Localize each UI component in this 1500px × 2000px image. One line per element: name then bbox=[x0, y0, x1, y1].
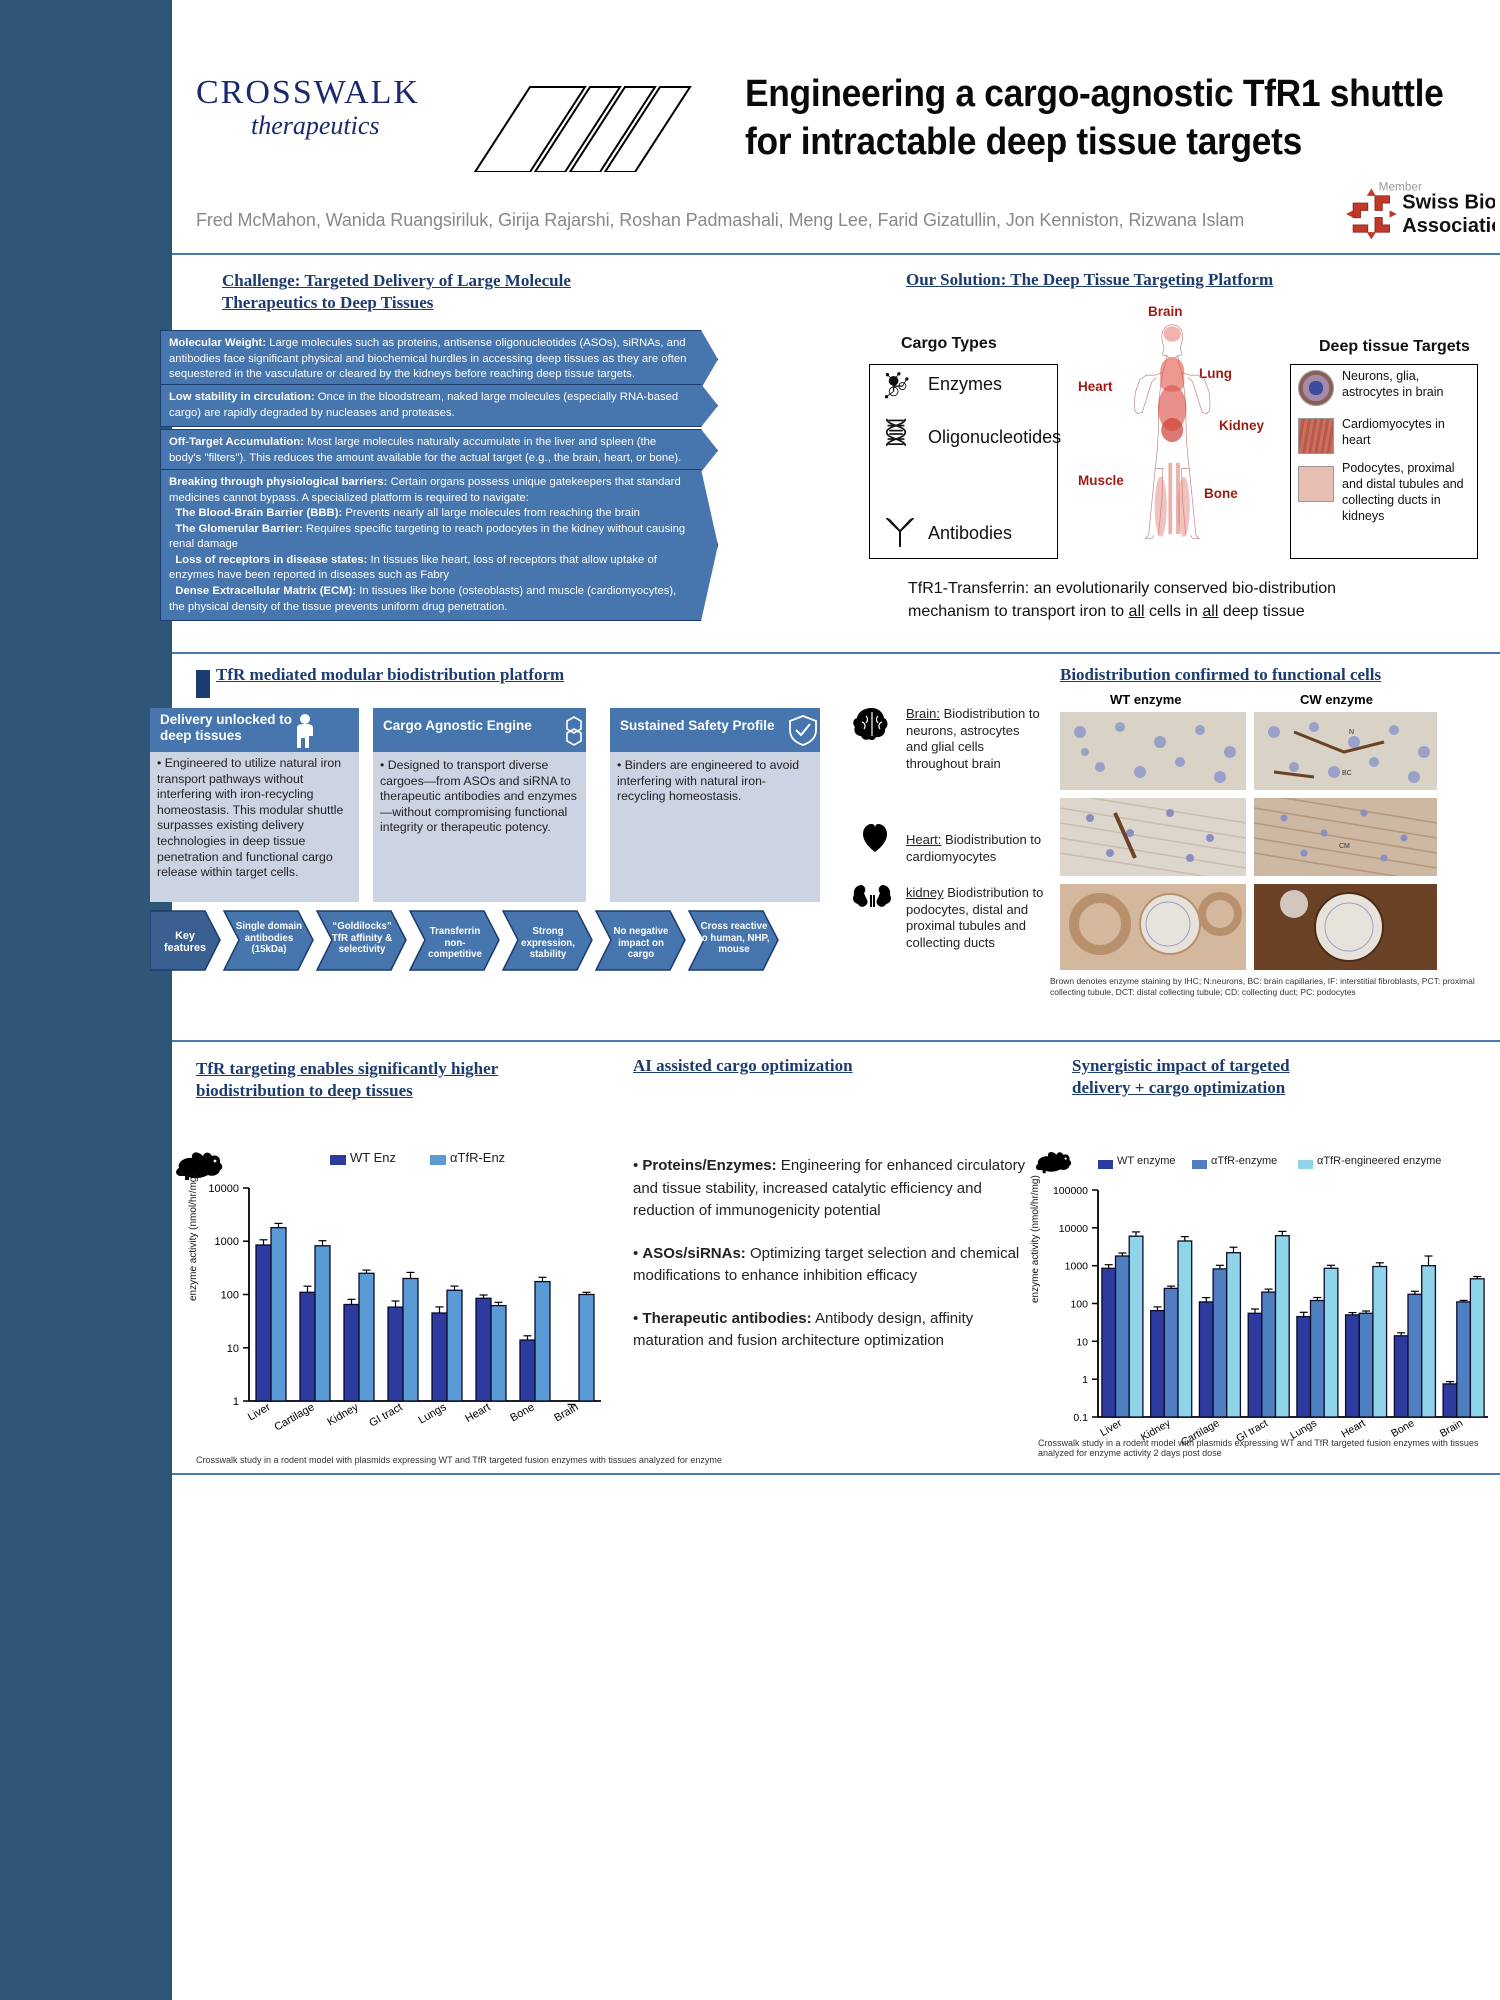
svg-text:Swiss Biotech: Swiss Biotech bbox=[1402, 192, 1495, 214]
svg-text:Liver: Liver bbox=[1098, 1417, 1124, 1439]
svg-text:10000: 10000 bbox=[1059, 1223, 1088, 1235]
svg-text:Heart: Heart bbox=[463, 1401, 492, 1425]
svg-text:N: N bbox=[1349, 729, 1354, 736]
svg-text:Brain: Brain bbox=[552, 1401, 580, 1424]
svg-text:Brain: Brain bbox=[1438, 1417, 1465, 1440]
svg-text:100: 100 bbox=[1070, 1299, 1088, 1311]
svg-text:Association: Association bbox=[1402, 215, 1495, 237]
svg-text:Lungs: Lungs bbox=[417, 1401, 449, 1427]
svg-text:10: 10 bbox=[1076, 1336, 1088, 1348]
svg-text:Bone: Bone bbox=[508, 1401, 536, 1424]
svg-text:1000: 1000 bbox=[1065, 1261, 1089, 1273]
svg-text:Kidney: Kidney bbox=[325, 1401, 361, 1428]
svg-text:100000: 100000 bbox=[1053, 1185, 1088, 1197]
svg-text:GI tract: GI tract bbox=[367, 1401, 404, 1429]
svg-text:0.1: 0.1 bbox=[1073, 1412, 1088, 1424]
svg-text:100: 100 bbox=[221, 1290, 239, 1302]
svg-text:BC: BC bbox=[1342, 770, 1352, 777]
svg-text:CM: CM bbox=[1339, 843, 1350, 850]
svg-text:Liver: Liver bbox=[246, 1401, 273, 1423]
svg-text:10000: 10000 bbox=[208, 1183, 239, 1195]
svg-text:Heart: Heart bbox=[1339, 1417, 1367, 1440]
svg-text:1000: 1000 bbox=[215, 1236, 239, 1248]
svg-text:Cartilage: Cartilage bbox=[272, 1401, 316, 1433]
svg-text:1: 1 bbox=[1082, 1374, 1088, 1386]
svg-text:10: 10 bbox=[227, 1343, 239, 1355]
svg-text:1: 1 bbox=[233, 1396, 239, 1408]
svg-text:Bone: Bone bbox=[1389, 1417, 1416, 1440]
